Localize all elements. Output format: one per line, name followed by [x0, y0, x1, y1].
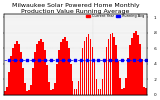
Bar	[74, 89, 76, 95]
Bar	[12, 48, 14, 95]
Bar	[141, 59, 143, 95]
Bar	[120, 78, 121, 95]
Bar	[28, 90, 30, 95]
Bar	[22, 68, 24, 95]
Bar	[117, 61, 119, 95]
Bar	[48, 82, 50, 95]
Bar	[62, 39, 64, 95]
Bar	[137, 35, 139, 95]
Point	[61, 59, 64, 61]
Bar	[129, 45, 131, 95]
Point	[73, 59, 76, 61]
Point	[44, 59, 46, 61]
Bar	[76, 89, 77, 95]
Bar	[16, 41, 18, 95]
Bar	[14, 44, 16, 95]
Point	[133, 59, 136, 61]
Point	[20, 59, 22, 61]
Bar	[135, 31, 137, 95]
Bar	[92, 47, 93, 95]
Bar	[4, 91, 6, 95]
Bar	[88, 34, 89, 95]
Legend: Current Year, Running Avg: Current Year, Running Avg	[85, 14, 145, 19]
Bar	[96, 79, 97, 95]
Bar	[26, 91, 28, 95]
Point	[85, 59, 88, 61]
Bar	[143, 87, 145, 95]
Bar	[98, 88, 99, 95]
Bar	[32, 68, 34, 95]
Title: Milwaukee Solar Powered Home Monthly Production Value Running Average: Milwaukee Solar Powered Home Monthly Pro…	[12, 3, 140, 14]
Bar	[90, 39, 91, 95]
Point	[139, 59, 141, 61]
Point	[14, 59, 16, 61]
Point	[8, 59, 10, 61]
Bar	[38, 41, 40, 95]
Bar	[113, 37, 115, 95]
Point	[50, 59, 52, 61]
Bar	[24, 83, 26, 95]
Bar	[58, 50, 60, 95]
Bar	[40, 39, 42, 95]
Bar	[123, 88, 125, 95]
Bar	[94, 62, 95, 95]
Bar	[80, 62, 81, 95]
Bar	[139, 44, 141, 95]
Bar	[121, 88, 123, 95]
Bar	[56, 64, 58, 95]
Bar	[46, 65, 48, 95]
Bar	[112, 33, 113, 95]
Bar	[66, 41, 68, 95]
Point	[79, 59, 82, 61]
Bar	[18, 44, 20, 95]
Bar	[54, 83, 56, 95]
Bar	[50, 90, 52, 95]
Point	[38, 59, 40, 61]
Bar	[86, 37, 87, 95]
Bar	[60, 42, 62, 95]
Bar	[34, 52, 36, 95]
Bar	[127, 58, 129, 95]
Bar	[72, 81, 73, 95]
Bar	[84, 41, 85, 95]
Point	[26, 59, 28, 61]
Bar	[30, 85, 32, 95]
Point	[115, 59, 118, 61]
Point	[97, 59, 100, 61]
Bar	[133, 33, 135, 95]
Bar	[106, 47, 107, 95]
Bar	[145, 88, 147, 95]
Bar	[116, 45, 117, 95]
Bar	[42, 42, 44, 95]
Point	[91, 59, 94, 61]
Bar	[44, 50, 46, 95]
Bar	[36, 44, 38, 95]
Point	[32, 59, 34, 61]
Point	[145, 59, 147, 61]
Bar	[8, 72, 10, 95]
Bar	[78, 81, 80, 95]
Bar	[52, 89, 54, 95]
Bar	[10, 56, 12, 95]
Bar	[70, 64, 72, 95]
Point	[67, 59, 70, 61]
Point	[56, 59, 58, 61]
Point	[103, 59, 106, 61]
Bar	[6, 87, 8, 95]
Point	[121, 59, 124, 61]
Point	[127, 59, 129, 61]
Point	[109, 59, 112, 61]
Bar	[110, 34, 111, 95]
Bar	[131, 38, 133, 95]
Bar	[20, 52, 22, 95]
Bar	[108, 39, 109, 95]
Bar	[82, 48, 83, 95]
Bar	[102, 79, 103, 95]
Bar	[100, 88, 101, 95]
Bar	[68, 48, 70, 95]
Bar	[125, 78, 127, 95]
Bar	[104, 60, 105, 95]
Bar	[64, 37, 66, 95]
